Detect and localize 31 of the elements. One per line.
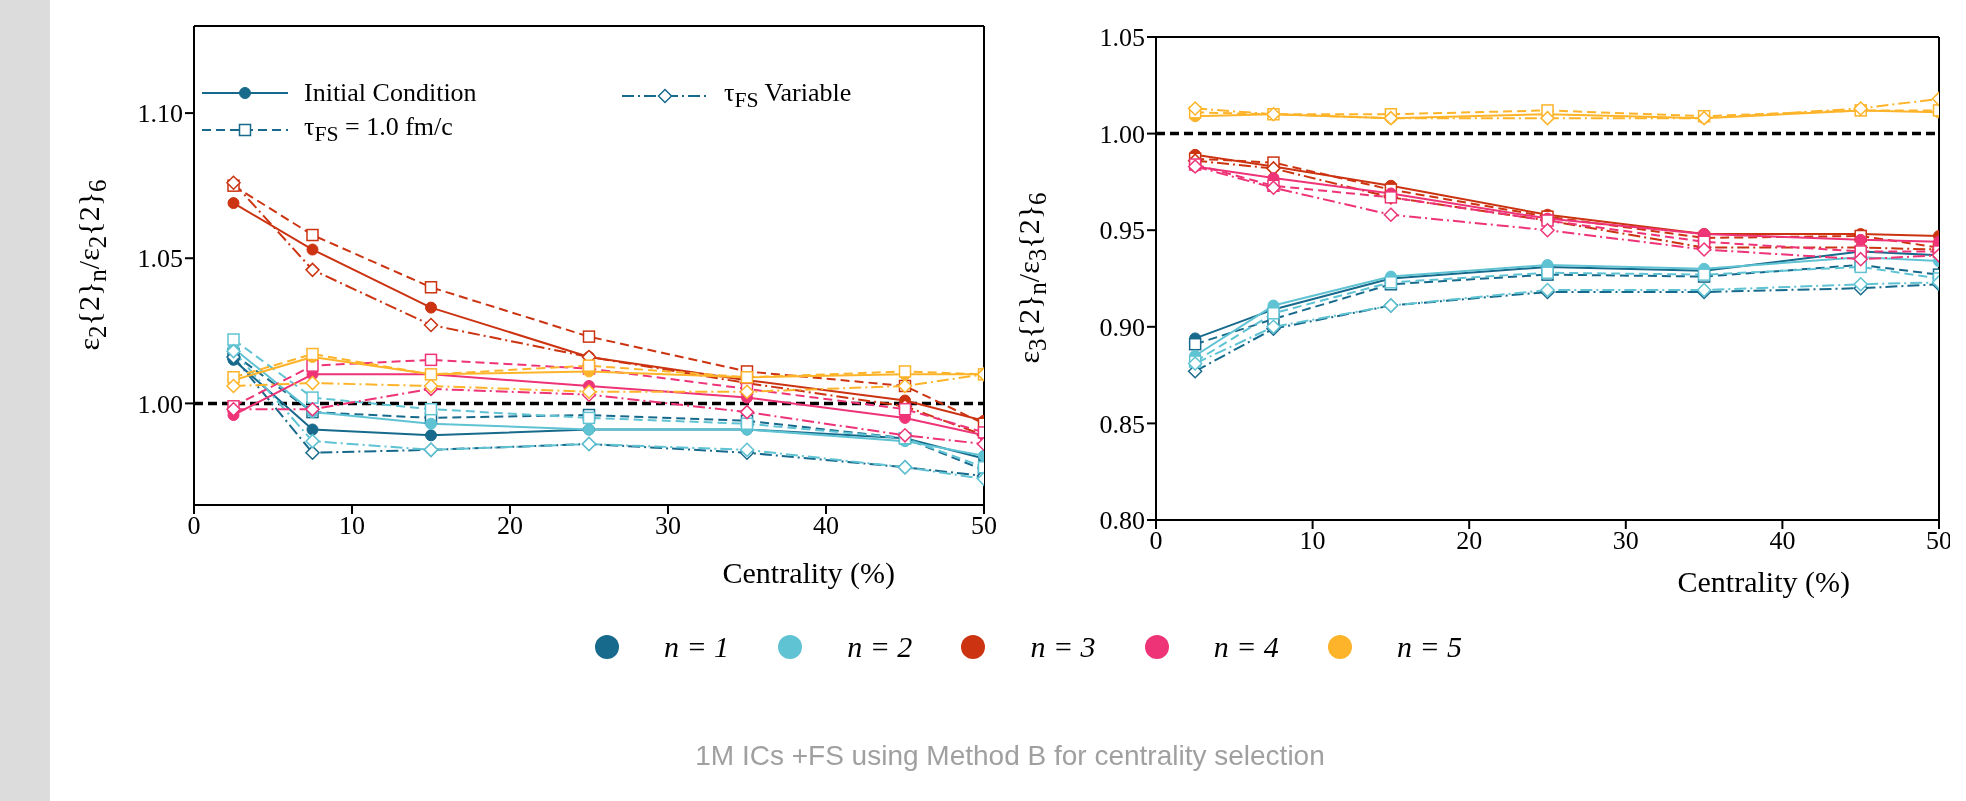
x-tick-label: 30 — [1612, 526, 1639, 556]
legend-label: n = 1 — [663, 630, 730, 664]
x-tick-label: 40 — [813, 511, 839, 541]
x-tick-label: 10 — [339, 511, 365, 541]
x-tick-label: 30 — [655, 511, 681, 541]
legend-label: n = 3 — [1030, 630, 1096, 664]
x-tick-label: 10 — [1299, 526, 1326, 556]
y-tick-label: 0.90 — [1099, 313, 1145, 343]
y-tick-label: 1.10 — [137, 99, 183, 129]
x-tick-label: 40 — [1769, 526, 1796, 556]
x-tick-label: 50 — [971, 511, 997, 541]
y-tick-label: 0.85 — [1099, 409, 1145, 439]
x-tick-label: 20 — [497, 511, 523, 541]
legend-label: n = 4 — [1213, 630, 1279, 664]
y-tick-label: 1.05 — [1099, 23, 1145, 53]
x-tick-label: 0 — [1149, 526, 1163, 556]
y-tick-label: 0.80 — [1099, 506, 1145, 536]
y-tick-label: 0.95 — [1099, 216, 1145, 246]
x-tick-label: 20 — [1456, 526, 1483, 556]
legend-label: n = 2 — [847, 630, 913, 664]
text: 1M ICs +FS using Method B for centrality selection — [694, 740, 1326, 772]
x-tick-label: 0 — [187, 511, 201, 541]
y-tick-label: 1.05 — [137, 244, 183, 274]
legend-label: Initial Condition — [304, 78, 477, 108]
legend-label: τ$_{FS}$ Variable — [724, 78, 852, 114]
legend-label: τ$_{FS}$ = 1.0 fm/c — [304, 112, 453, 148]
legend-label: n = 5 — [1396, 630, 1463, 664]
y-tick-label: 1.00 — [1099, 119, 1145, 149]
x-axis-title: Centrality (%) — [722, 556, 895, 590]
y-tick-label: 1.00 — [137, 389, 183, 419]
x-axis-title: Centrality (%) — [1677, 565, 1850, 599]
